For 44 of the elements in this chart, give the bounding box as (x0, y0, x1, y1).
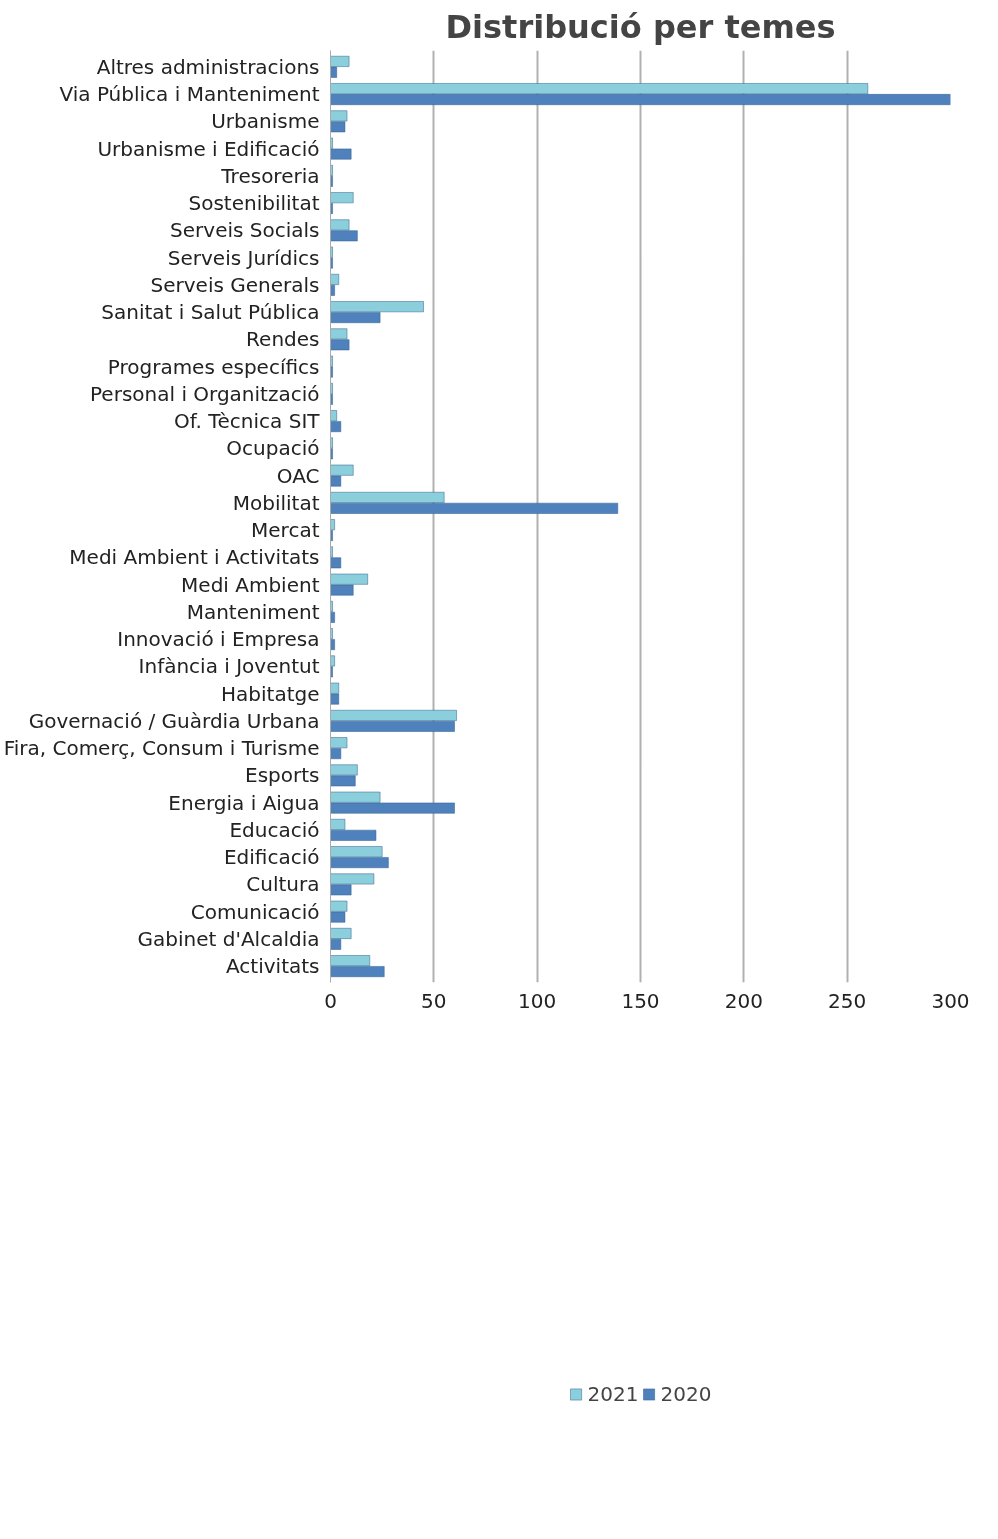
y-tick-label: Edificació (223, 845, 320, 870)
y-tick-label: Altres administracions (96, 54, 320, 79)
y-tick-label: Tresoreria (220, 163, 320, 188)
y-tick-label: Energia i Aigua (168, 790, 320, 815)
y-tick-label: Urbanisme (211, 109, 320, 134)
y-tick-label: Governació / Guàrdia Urbana (28, 708, 320, 733)
y-tick-label: Serveis Generals (150, 272, 320, 297)
legend-label: 2021 (587, 1382, 639, 1406)
y-tick-label: Mercat (251, 518, 320, 543)
y-tick-label: Urbanisme i Edificació (97, 136, 320, 161)
y-tick-label: Sostenibilitat (188, 191, 320, 216)
y-tick-label: Sanitat i Salut Pública (101, 300, 320, 325)
y-tick-label: OAC (276, 463, 320, 488)
chart-title: Distribució per temes (445, 7, 836, 46)
y-tick-label: Of. Tècnica SIT (174, 409, 321, 434)
x-tick-label: 0 (324, 988, 337, 1013)
x-tick-label: 200 (724, 988, 763, 1013)
x-tick-label: 150 (621, 988, 660, 1013)
x-tick-label: 50 (421, 988, 447, 1013)
y-tick-label: Fira, Comerç, Consum i Turisme (3, 736, 320, 761)
y-tick-label: Rendes (246, 327, 320, 352)
y-tick-label: Via Pública i Manteniment (59, 82, 320, 107)
x-tick-label: 100 (518, 988, 557, 1013)
y-tick-label: Infància i Joventut (138, 654, 320, 679)
y-tick-label: Esports (245, 763, 320, 788)
y-tick-label: Educació (229, 817, 320, 842)
y-tick-label: Gabinet d'Alcaldia (137, 926, 320, 951)
x-tick-label: 300 (931, 988, 970, 1013)
y-tick-label: Medi Ambient (181, 572, 320, 597)
x-tick-label: 250 (828, 988, 867, 1013)
y-tick-label: Innovació i Empresa (117, 627, 320, 652)
y-tick-label: Ocupació (226, 436, 320, 461)
y-tick-label: Cultura (246, 872, 320, 897)
y-tick-label: Manteniment (186, 599, 320, 624)
y-tick-label: Programes específics (107, 354, 320, 379)
legend-label: 2020 (660, 1382, 712, 1406)
y-tick-label: Serveis Socials (170, 218, 320, 243)
y-tick-label: Habitatge (221, 681, 320, 706)
y-tick-label: Serveis Jurídics (167, 245, 320, 270)
y-tick-label: Activitats (226, 954, 320, 979)
y-tick-label: Personal i Organització (90, 381, 320, 406)
y-tick-label: Medi Ambient i Activitats (69, 545, 320, 570)
y-tick-label: Mobilitat (232, 490, 320, 515)
y-tick-label: Comunicació (190, 899, 320, 924)
